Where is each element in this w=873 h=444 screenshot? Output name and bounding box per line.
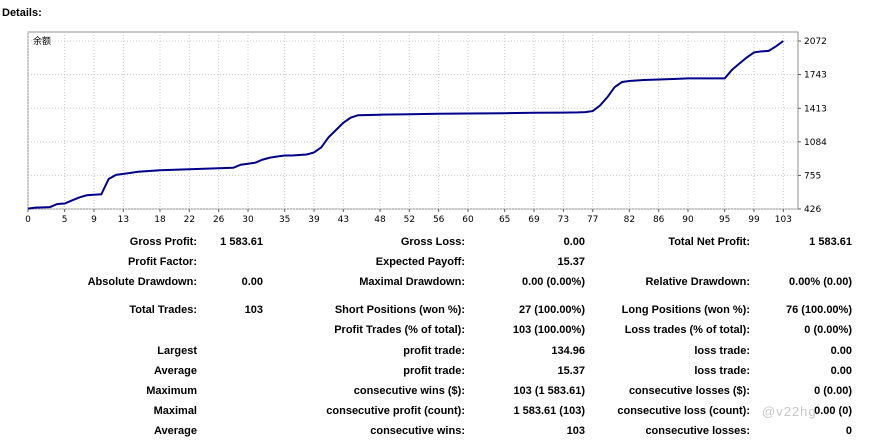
x-tick-label: 86 [653,215,665,225]
x-tick-label: 22 [184,215,195,225]
profit-factor-label: Profit Factor: [127,256,197,268]
x-tick-label: 52 [404,215,415,225]
balance-chart: 0 5 9 13 18 22 26 30 35 39 43 48 52 56 60 65 69 73 77 82 86 9… [25,31,827,225]
y-tick-label: 2072 [804,37,827,47]
long-positions-value: 76 (100.00%) [785,304,852,316]
total-net-profit-label: Total Net Profit: [668,236,750,248]
watermark: @v22hg [762,404,817,419]
maximal-consec-loss-value: 0.00 (0) [814,405,852,417]
max-consec-wins-value: 103 (1 583.61) [513,385,585,397]
x-tick-label: 26 [213,215,225,225]
x-tick-label: 77 [587,215,598,225]
x-tick-label: 90 [682,215,694,225]
gross-loss-label: Gross Loss: [400,236,465,248]
loss-trades-value: 0 (0.00%) [804,324,852,336]
profit-trades-label: Profit Trades (% of total): [334,324,465,336]
maximal-label: Maximal [153,405,197,417]
largest-profit-value: 134.96 [551,345,585,357]
max-consec-losses-label: consecutive losses ($): [628,385,750,397]
largest-label: Largest [157,345,197,357]
x-tick-label: 103 [775,215,792,225]
expected-payoff-value: 15.37 [557,256,585,268]
avg-consec-wins-label: consecutive wins: [370,425,465,437]
average-label: Average [153,365,197,377]
avg-label: Average [153,425,197,437]
avg-consec-wins-value: 103 [566,425,585,437]
absolute-drawdown-label: Absolute Drawdown: [87,276,197,288]
total-trades-label: Total Trades: [129,304,197,316]
short-positions-value: 27 (100.00%) [518,304,585,316]
average-profit-value: 15.37 [557,365,585,377]
x-tick-label: 65 [499,215,510,225]
absolute-drawdown-value: 0.00 [241,276,263,288]
gross-profit-label: Gross Profit: [129,236,197,248]
maximal-consec-profit-label: consecutive profit (count): [326,405,465,417]
legend-label: 余额 [33,35,51,47]
balance-line [27,40,784,210]
maximal-drawdown-label: Maximal Drawdown: [359,276,465,288]
maximal-consec-profit-value: 1 583.61 (103) [513,405,585,417]
chart-frame [27,31,799,210]
expected-payoff-label: Expected Payoff: [375,256,465,268]
x-tick-label: 9 [91,215,97,225]
x-tick-label: 99 [748,215,760,225]
details-heading: Details: [2,7,42,19]
maximal-consec-loss-label: consecutive loss (count): [617,405,750,417]
gross-loss-value: 0.00 [563,236,585,248]
total-net-profit-value: 1 583.61 [809,236,852,248]
total-trades-value: 103 [244,304,263,316]
y-tick-label: 1743 [804,71,827,81]
x-tick-label: 13 [118,215,129,225]
loss-trades-label: Loss trades (% of total): [624,324,750,336]
maximum-label: Maximum [146,385,197,397]
average-loss-label: loss trade: [694,365,750,377]
relative-drawdown-value: 0.00% (0.00) [789,276,852,288]
largest-profit-label: profit trade: [403,345,465,357]
gross-profit-value: 1 583.61 [220,236,263,248]
average-loss-value: 0.00 [830,365,852,377]
x-tick-label: 48 [374,215,386,225]
max-consec-losses-value: 0 (0.00) [814,385,852,397]
max-consec-wins-label: consecutive wins ($): [353,385,465,397]
y-tick-label: 426 [804,205,821,215]
x-tick-label: 56 [433,215,445,225]
x-tick-label: 30 [242,215,254,225]
avg-consec-losses-value: 0 [845,425,852,437]
x-tick-label: 5 [62,215,68,225]
x-tick-label: 95 [719,215,730,225]
long-positions-label: Long Positions (won %): [621,304,750,316]
profit-trades-value: 103 (100.00%) [512,324,585,336]
largest-loss-value: 0.00 [830,345,852,357]
x-tick-label: 39 [308,215,320,225]
x-tick-label: 73 [558,215,569,225]
x-tick-label: 60 [462,215,474,225]
y-tick-label: 755 [804,171,821,181]
short-positions-label: Short Positions (won %): [334,304,465,316]
avg-consec-losses-label: consecutive losses: [645,425,750,437]
relative-drawdown-label: Relative Drawdown: [645,276,750,288]
largest-loss-label: loss trade: [694,345,750,357]
x-tick-label: 18 [154,215,166,225]
x-tick-label: 0 [25,215,31,225]
y-axis-ticks: 426 755 1084 1413 1743 2072 [798,37,827,215]
x-tick-label: 82 [624,215,635,225]
x-tick-label: 69 [528,215,540,225]
average-profit-label: profit trade: [403,365,465,377]
y-tick-label: 1413 [804,104,827,114]
x-axis-ticks: 0 5 9 13 18 22 26 30 35 39 43 48 52 56 60 65 69 73 77 82 86 9… [25,209,792,225]
maximal-drawdown-value: 0.00 (0.00%) [522,276,585,288]
x-tick-label: 43 [338,215,349,225]
x-tick-label: 35 [279,215,290,225]
y-tick-label: 1084 [804,138,827,148]
chart-grid [27,32,798,210]
